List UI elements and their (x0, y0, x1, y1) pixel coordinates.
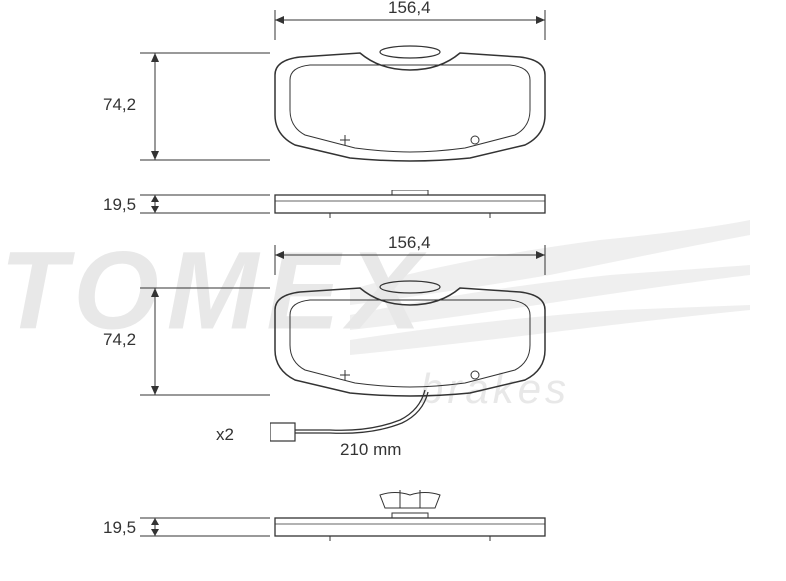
dim-top-height (140, 45, 270, 165)
dim-bottom-width-label: 156,4 (388, 233, 431, 253)
dim-bottom-height-label: 74,2 (103, 330, 136, 350)
wire-count-label: x2 (216, 425, 234, 445)
dim-top-thickness (140, 190, 270, 220)
dim-top-height-label: 74,2 (103, 95, 136, 115)
wire-length-label: 210 mm (340, 440, 401, 460)
dim-bottom-height (140, 280, 270, 400)
top-brake-pad-side (270, 190, 550, 220)
dim-top-width-label: 156,4 (388, 0, 431, 18)
bottom-brake-pad-side (270, 490, 550, 550)
bottom-brake-pad-front (270, 280, 550, 450)
dim-bottom-thickness (140, 513, 270, 543)
technical-diagram: 156,4 74,2 19,5 (0, 0, 786, 581)
top-brake-pad-front (270, 45, 550, 165)
dim-bottom-thickness-label: 19,5 (103, 518, 136, 538)
dim-top-thickness-label: 19,5 (103, 195, 136, 215)
